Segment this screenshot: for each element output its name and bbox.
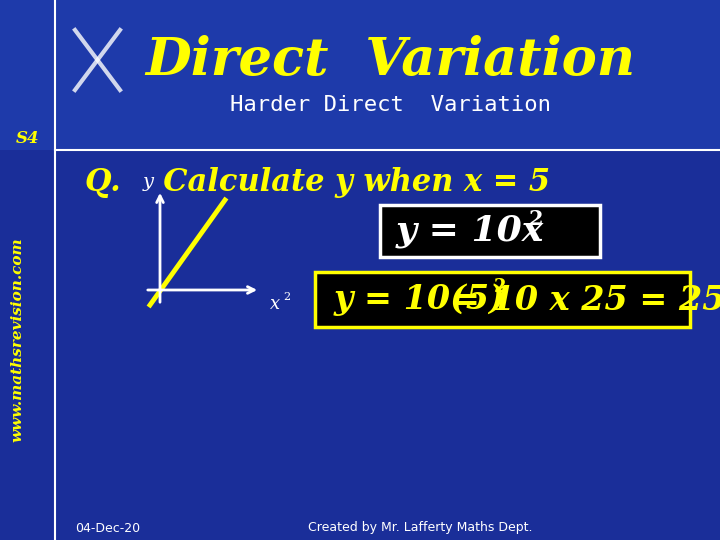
Text: x: x — [270, 295, 280, 313]
Text: y = 10x: y = 10x — [396, 214, 544, 248]
Text: Created by Mr. Lafferty Maths Dept.: Created by Mr. Lafferty Maths Dept. — [307, 522, 532, 535]
Text: 2: 2 — [283, 292, 290, 302]
Text: 2: 2 — [494, 278, 506, 296]
Text: S4: S4 — [16, 130, 40, 147]
FancyBboxPatch shape — [315, 272, 690, 327]
Text: Direct  Variation: Direct Variation — [145, 35, 635, 85]
Text: 04-Dec-20: 04-Dec-20 — [75, 522, 140, 535]
Text: y: y — [143, 173, 153, 191]
Text: y = 10(5): y = 10(5) — [334, 284, 506, 316]
Text: = 10 x 25 = 250: = 10 x 25 = 250 — [451, 284, 720, 316]
Text: www.mathsrevision.com: www.mathsrevision.com — [11, 238, 25, 442]
Text: 2: 2 — [528, 209, 544, 229]
FancyBboxPatch shape — [380, 205, 600, 257]
FancyBboxPatch shape — [0, 0, 720, 150]
Text: Q.    Calculate y when x = 5: Q. Calculate y when x = 5 — [85, 166, 550, 198]
Text: Harder Direct  Variation: Harder Direct Variation — [230, 95, 551, 115]
